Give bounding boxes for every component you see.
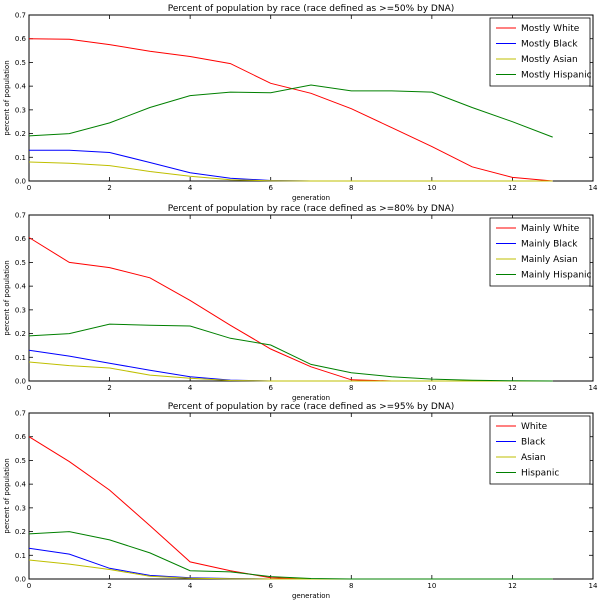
x-tick-label: 14	[589, 384, 598, 392]
x-tick-label: 4	[188, 582, 193, 590]
x-axis-label: generation	[292, 194, 330, 202]
legend-entry: Mainly White	[521, 224, 580, 234]
x-tick-label: 14	[589, 582, 598, 590]
x-tick-label: 4	[188, 384, 193, 392]
y-tick-label: 0.6	[15, 433, 27, 441]
legend-entry: Mostly Hispanic	[521, 71, 592, 81]
legend-entry: White	[521, 422, 548, 432]
chart-title: Percent of population by race (race defi…	[168, 402, 455, 412]
y-tick-label: 0.1	[15, 354, 26, 362]
legend-entry: Black	[521, 438, 546, 448]
y-tick-label: 0.3	[15, 504, 26, 512]
y-tick-label: 0.2	[15, 528, 26, 536]
y-tick-label: 0.1	[15, 552, 26, 560]
series-line-mostly-asian	[28, 161, 553, 182]
chart-title: Percent of population by race (race defi…	[168, 4, 455, 14]
y-tick-label: 0.7	[15, 410, 26, 418]
y-tick-label: 0.0	[15, 576, 26, 584]
y-axis-label: percent of population	[3, 60, 11, 135]
series-line-mainly-hispanic	[28, 323, 553, 382]
legend-entry: Mainly Asian	[521, 255, 578, 265]
y-tick-label: 0.4	[15, 283, 27, 291]
subplot-3: Percent of population by race (race defi…	[3, 402, 598, 600]
x-tick-label: 0	[27, 582, 31, 590]
x-tick-label: 6	[268, 184, 273, 192]
x-tick-label: 14	[589, 184, 598, 192]
series-line-hispanic	[28, 531, 553, 580]
x-tick-label: 8	[349, 582, 353, 590]
x-axis-label: generation	[292, 592, 330, 600]
x-tick-label: 6	[268, 384, 273, 392]
y-tick-label: 0.5	[15, 59, 26, 67]
y-tick-label: 0.7	[15, 212, 26, 220]
x-tick-label: 8	[349, 384, 353, 392]
y-tick-label: 0.6	[15, 35, 27, 43]
legend-entry: Mostly White	[521, 24, 580, 34]
series-line-mainly-asian	[28, 361, 553, 382]
series-line-mostly-white	[28, 38, 553, 182]
y-tick-label: 0.6	[15, 235, 27, 243]
y-tick-label: 0.2	[15, 130, 26, 138]
legend-entry: Mostly Asian	[521, 55, 578, 65]
y-tick-label: 0.3	[15, 306, 26, 314]
y-tick-label: 0.1	[15, 154, 26, 162]
legend-entry: Hispanic	[521, 469, 559, 479]
subplot-2: Percent of population by race (race defi…	[3, 204, 598, 402]
y-tick-label: 0.3	[15, 106, 26, 114]
y-tick-label: 0.7	[15, 12, 26, 20]
y-tick-label: 0.5	[15, 457, 26, 465]
x-tick-label: 4	[188, 184, 193, 192]
y-tick-label: 0.0	[15, 178, 26, 186]
y-axis-label: percent of population	[3, 458, 11, 533]
x-tick-label: 12	[508, 582, 517, 590]
x-tick-label: 10	[427, 384, 436, 392]
x-tick-label: 2	[107, 582, 111, 590]
y-tick-label: 0.5	[15, 259, 26, 267]
x-tick-label: 12	[508, 384, 517, 392]
y-tick-label: 0.0	[15, 378, 26, 386]
x-tick-label: 10	[427, 184, 436, 192]
series-line-mostly-hispanic	[28, 84, 553, 138]
y-axis-label: percent of population	[3, 260, 11, 335]
x-axis-label: generation	[292, 394, 330, 402]
x-tick-label: 0	[27, 184, 31, 192]
legend-entry: Asian	[521, 453, 546, 463]
y-tick-label: 0.4	[15, 83, 27, 91]
x-tick-label: 2	[107, 384, 111, 392]
chart-title: Percent of population by race (race defi…	[168, 204, 455, 214]
x-tick-label: 2	[107, 184, 111, 192]
y-tick-label: 0.4	[15, 481, 27, 489]
legend-entry: Mostly Black	[521, 40, 578, 50]
x-tick-label: 10	[427, 582, 436, 590]
y-tick-label: 0.2	[15, 330, 26, 338]
x-tick-label: 12	[508, 184, 517, 192]
x-tick-label: 8	[349, 184, 353, 192]
legend-entry: Mainly Hispanic	[521, 271, 592, 281]
x-tick-label: 6	[268, 582, 273, 590]
subplot-1: Percent of population by race (race defi…	[3, 4, 598, 202]
legend-entry: Mainly Black	[521, 240, 578, 250]
x-tick-label: 0	[27, 384, 31, 392]
